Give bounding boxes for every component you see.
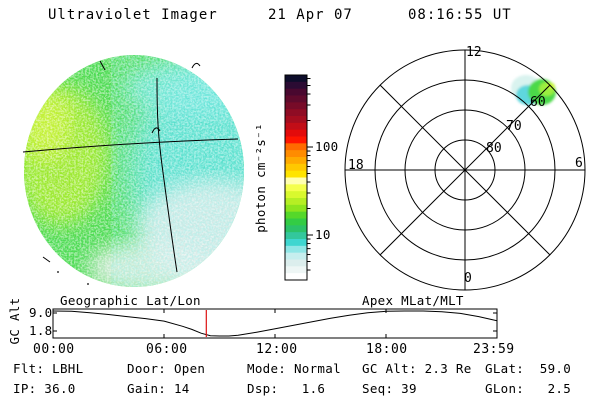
colorbar-band [285, 163, 307, 172]
polar-plot [344, 49, 586, 291]
status-flt: Flt: LBHL [13, 361, 84, 376]
colorbar-band [285, 184, 307, 192]
time-axis-label-0000: 00:00 [33, 342, 75, 357]
gcalt-plot [52, 308, 498, 339]
status-glon: GLon: 2.5 [485, 381, 572, 396]
colorbar-band [285, 75, 307, 83]
colorbar-band [285, 102, 307, 110]
colorbar-band [285, 218, 307, 226]
colorbar-band [285, 266, 307, 274]
colorbar-tick-label-100: 100 [315, 139, 339, 154]
colorbar-band [285, 259, 307, 267]
colorbar-band [285, 150, 307, 158]
mlat-label-80: 80 [486, 141, 502, 156]
colorbar-band [285, 211, 307, 220]
colorbar-band [285, 191, 307, 199]
status-gain: Gain: 14 [127, 381, 190, 396]
mlt-label-0: 0 [464, 271, 472, 286]
status-dsp: Dsp: 1.6 [247, 381, 326, 396]
status-seq: Seq: 39 [362, 381, 417, 396]
colorbar-ticks [307, 78, 313, 271]
status-mode: Mode: Normal [247, 361, 341, 376]
status-gcalt: GC Alt: 2.3 Re [362, 361, 472, 376]
header-time: 08:16:55 UT [408, 7, 512, 23]
polar-grid [344, 49, 586, 291]
panel-title-geographic: Geographic Lat/Lon [60, 293, 201, 308]
status-door: Door: Open [127, 361, 206, 376]
mlat-label-60: 60 [530, 95, 546, 110]
colorbar-band [285, 232, 307, 240]
colorbar-band [285, 116, 307, 124]
colorbar-band [285, 273, 307, 281]
gcalt-ytick-9.0: 9.0 [29, 305, 53, 320]
colorbar-band [285, 245, 307, 254]
colorbar-band [285, 122, 307, 131]
disk-grid-lines [22, 60, 239, 285]
colorbar-band [285, 129, 307, 138]
header-title: Ultraviolet Imager [48, 7, 218, 23]
mlt-label-12: 12 [466, 45, 482, 60]
mlt-label-18: 18 [348, 158, 364, 173]
time-axis-label-2359: 23:59 [473, 342, 515, 357]
colorbar-band [285, 157, 307, 165]
colorbar-band [285, 252, 307, 261]
gcalt-axis-ticks [53, 309, 497, 338]
gcalt-ytick-1.8: 1.8 [29, 323, 53, 338]
gcalt-curve [52, 310, 498, 337]
colorbar-band [285, 88, 307, 97]
gcalt-ylabel: GC Alt [6, 297, 22, 345]
mlat-label-70: 70 [506, 119, 522, 134]
time-axis-label-1200: 12:00 [256, 342, 298, 357]
colorbar-band [285, 239, 307, 247]
panel-title-apex: Apex MLat/MLT [362, 293, 464, 308]
colorbar-band [285, 170, 307, 179]
time-axis-label-0600: 06:00 [146, 342, 188, 357]
colorbar-tick-label-10: 10 [315, 227, 331, 242]
status-ip: IP: 36.0 [13, 381, 76, 396]
colorbar-band [285, 81, 307, 90]
header-date: 21 Apr 07 [268, 7, 353, 23]
colorbar-band [285, 204, 307, 213]
colorbar-band [285, 198, 307, 206]
status-glat: GLat: 59.0 [485, 361, 572, 376]
colorbar-band [285, 109, 307, 117]
colorbar-band [285, 143, 307, 151]
time-axis-label-1800: 18:00 [366, 342, 408, 357]
mlt-label-6: 6 [575, 156, 583, 171]
colorbar [284, 74, 313, 281]
colorbar-label: photon cm⁻²s⁻¹ [252, 123, 268, 233]
colorbar-band [285, 225, 307, 233]
colorbar-band [285, 177, 307, 185]
colorbar-band [285, 136, 307, 144]
colorbar-band [285, 95, 307, 103]
